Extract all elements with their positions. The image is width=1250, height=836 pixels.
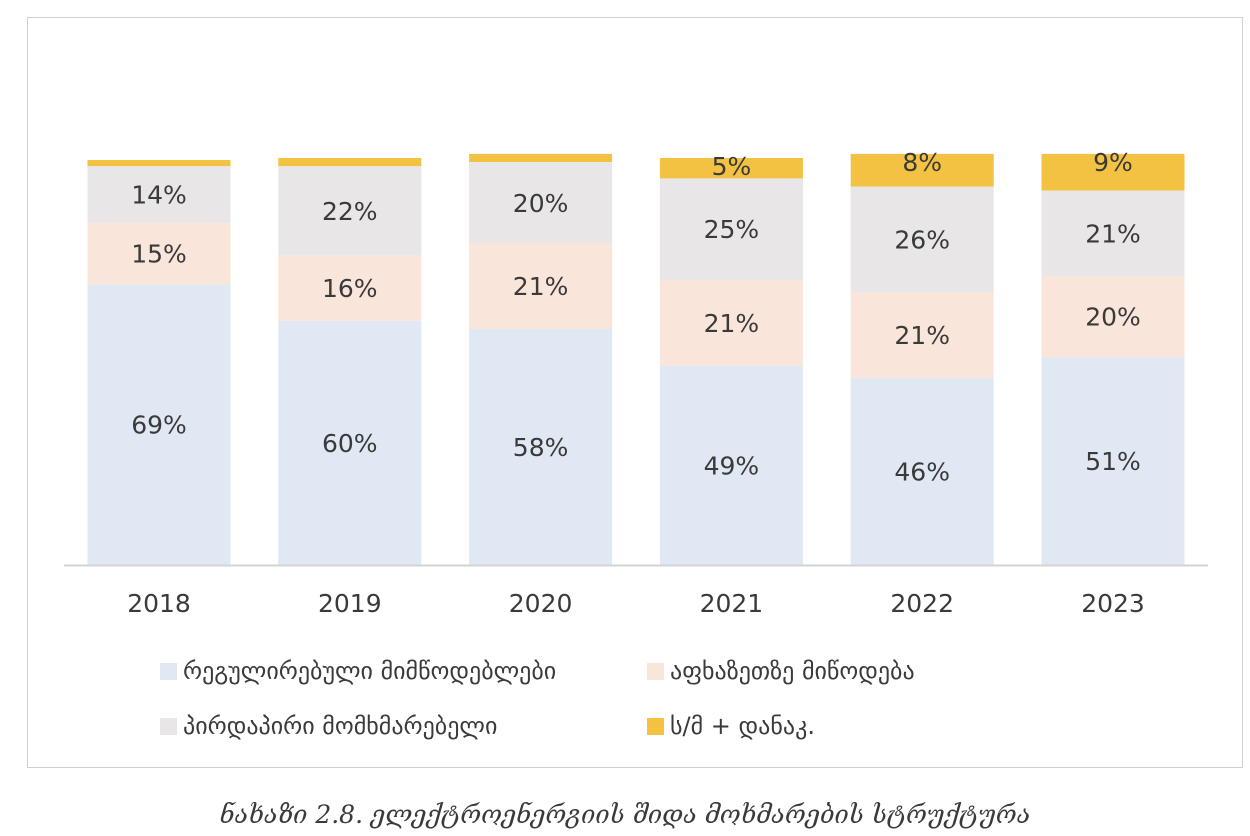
data-label-2019-s2: 22% xyxy=(322,197,378,226)
legend-label-direct: პირდაპირი მომხმარებელი xyxy=(183,712,498,740)
bar-segment-2019-s1 xyxy=(278,255,422,321)
bar-segment-2022-s2 xyxy=(850,186,994,293)
data-label-2021-s3: 5% xyxy=(712,152,752,181)
bar-segment-2020-s1 xyxy=(469,243,613,329)
legend-item-abkhazia: აფხაზეთზე მიწოდება xyxy=(647,657,915,685)
x-tick-2020: 2020 xyxy=(509,589,573,618)
data-label-2022-s1: 21% xyxy=(894,321,950,350)
bar-segment-2022-s3 xyxy=(850,153,994,187)
legend-label-abkhazia: აფხაზეთზე მიწოდება xyxy=(670,657,915,685)
legend-label-losses: ს/მ + დანაკ. xyxy=(670,712,815,740)
data-label-2019-s0: 60% xyxy=(322,429,378,458)
legend-swatch-regulated xyxy=(160,662,177,680)
bar-segment-2018-s1 xyxy=(87,223,231,285)
data-label-2022-s3: 8% xyxy=(902,148,942,177)
bar-segment-2023-s1 xyxy=(1041,276,1185,358)
bar-segment-2020-s0 xyxy=(469,328,613,565)
bar-segment-2020-s3 xyxy=(469,153,613,162)
bar-segment-2020-s2 xyxy=(469,162,613,244)
data-label-2022-s2: 26% xyxy=(894,225,950,254)
legend-swatch-losses xyxy=(647,717,664,735)
x-tick-2019: 2019 xyxy=(318,589,382,618)
legend-swatch-direct xyxy=(160,717,177,735)
legend-label-regulated: რეგულირებული მიმწოდებლები xyxy=(183,657,557,685)
bar-segment-2022-s0 xyxy=(850,377,994,565)
data-label-2018-s2: 14% xyxy=(131,181,187,210)
data-label-2023-s3: 9% xyxy=(1093,148,1133,177)
bar-segment-2018-s2 xyxy=(87,166,231,224)
bar-segment-2019-s0 xyxy=(278,320,422,565)
data-label-2020-s0: 58% xyxy=(513,433,569,462)
x-tick-2018: 2018 xyxy=(127,589,191,618)
bar-segment-2018-s0 xyxy=(87,284,231,565)
data-label-2021-s0: 49% xyxy=(704,451,760,480)
data-label-2023-s2: 21% xyxy=(1085,219,1141,248)
data-label-2023-s1: 20% xyxy=(1085,303,1141,332)
x-tick-2022: 2022 xyxy=(890,589,954,618)
figure-caption: ნახაზი 2.8. ელექტროენერგიის შიდა მოხმარე… xyxy=(219,800,1031,829)
bar-segment-2019-s2 xyxy=(278,166,422,256)
bar-segment-2023-s0 xyxy=(1041,357,1185,565)
data-label-2019-s1: 16% xyxy=(322,274,378,303)
data-label-2018-s1: 15% xyxy=(131,240,187,269)
data-label-2018-s0: 69% xyxy=(131,411,187,440)
data-label-2020-s2: 20% xyxy=(513,189,569,218)
x-tick-2021: 2021 xyxy=(700,589,764,618)
bar-segment-2021-s2 xyxy=(659,178,803,281)
bar-segment-2021-s3 xyxy=(659,158,803,179)
legend-swatch-abkhazia xyxy=(647,662,664,680)
legend-item-direct: პირდაპირი მომხმარებელი xyxy=(160,712,497,740)
data-label-2022-s0: 46% xyxy=(894,457,950,486)
bar-segment-2023-s3 xyxy=(1041,153,1185,191)
data-label-2021-s1: 21% xyxy=(704,309,760,338)
data-label-2023-s0: 51% xyxy=(1085,447,1141,476)
bar-segment-2023-s2 xyxy=(1041,190,1185,277)
bar-segment-2022-s1 xyxy=(850,292,994,378)
x-tick-2023: 2023 xyxy=(1081,589,1145,618)
bar-segment-2021-s0 xyxy=(659,365,803,565)
legend-item-regulated: რეგულირებული მიმწოდებლები xyxy=(160,657,556,685)
bar-segment-2018-s3 xyxy=(87,160,231,167)
legend-item-losses: ს/მ + დანაკ. xyxy=(647,712,815,740)
bar-segment-2019-s3 xyxy=(278,158,422,167)
data-label-2020-s1: 21% xyxy=(513,272,569,301)
data-label-2021-s2: 25% xyxy=(704,215,760,244)
bar-segment-2021-s1 xyxy=(659,280,803,366)
